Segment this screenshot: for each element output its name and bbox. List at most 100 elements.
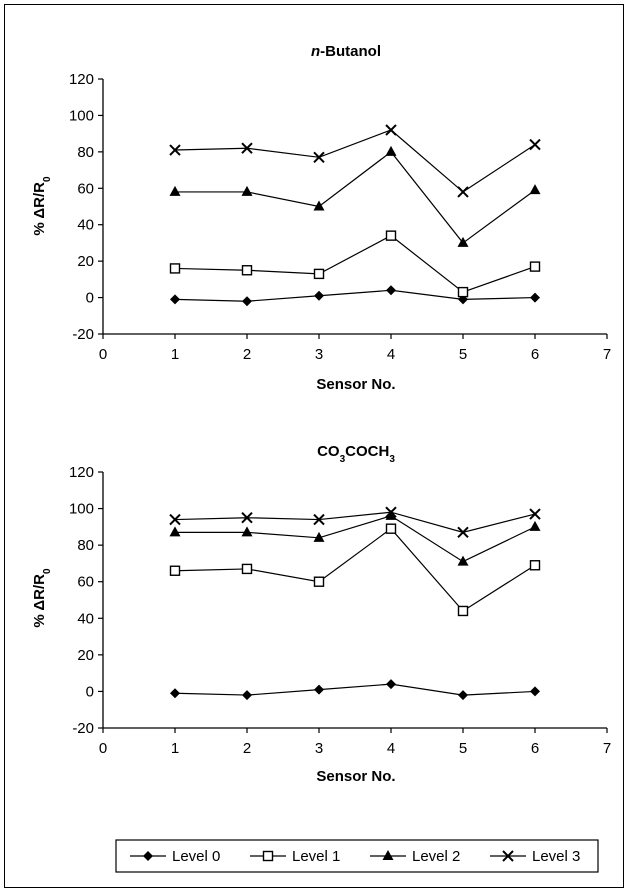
series-level-2 (169, 145, 541, 247)
chart-co3coch3: CO3COCH3 % ΔR/R0 Sensor No. -20020406080… (31, 443, 611, 785)
series-level-1 (169, 230, 541, 298)
legend-marker (262, 850, 274, 862)
x-marker-stroke (385, 506, 397, 518)
data-point (457, 605, 469, 617)
diamond-marker (143, 851, 153, 861)
data-point (242, 296, 252, 307)
data-point (241, 185, 253, 196)
x-marker-stroke (385, 124, 397, 136)
y-tick-label: -20 (72, 720, 94, 737)
square-marker (385, 523, 397, 534)
triangle-marker (313, 200, 325, 211)
legend-marker (382, 850, 394, 860)
triangle-marker (385, 145, 397, 156)
legend-marker (143, 851, 153, 861)
data-point (529, 261, 541, 272)
series-line (174, 683, 536, 696)
y-tick-label: 60 (77, 180, 94, 197)
y-axis-title-main: % ΔR/R (31, 574, 48, 628)
series-line (174, 234, 536, 293)
figure-frame (4, 4, 624, 888)
x-marker-stroke (457, 526, 469, 539)
square-marker (457, 286, 469, 298)
data-point (313, 531, 325, 542)
data-point (529, 184, 541, 195)
diamond-marker (530, 292, 540, 303)
x-marker-stroke (169, 144, 181, 156)
y-axis-title-sub: 0 (42, 176, 53, 182)
legend-label: Level 1 (292, 848, 340, 865)
data-point (313, 513, 325, 526)
series-level-0 (170, 679, 540, 701)
x-marker-stroke (529, 508, 541, 520)
triangle-marker (169, 185, 181, 196)
legend-label: Level 2 (412, 848, 460, 865)
y-axis-title-main: % ΔR/R (31, 182, 48, 236)
data-point (170, 688, 180, 699)
x-tick-label: 1 (171, 346, 179, 363)
data-point (241, 512, 253, 524)
data-point (313, 268, 325, 280)
data-point (457, 186, 469, 198)
series-line (174, 129, 536, 193)
data-point (242, 690, 252, 701)
y-tick-label: 40 (77, 217, 94, 234)
x-marker-stroke (241, 142, 253, 154)
data-point (457, 526, 469, 539)
data-point (385, 145, 397, 156)
x-axis-title: Sensor No. (316, 376, 395, 393)
triangle-marker (241, 526, 253, 537)
data-point (530, 686, 540, 697)
chart-title: CO3COCH3 (317, 443, 395, 465)
square-marker (529, 560, 541, 571)
y-axis-title: % ΔR/R0 (31, 568, 53, 628)
chart-title-subscript: 3 (389, 454, 395, 465)
data-point (385, 230, 397, 241)
data-point (529, 508, 541, 520)
y-tick-label: 20 (77, 253, 94, 270)
y-tick-label: 80 (77, 537, 94, 554)
diamond-marker (242, 690, 252, 701)
square-marker (262, 850, 274, 862)
data-point (169, 565, 181, 576)
y-tick-label: 100 (69, 501, 94, 518)
y-tick-label: 60 (77, 574, 94, 591)
data-point (241, 563, 253, 575)
data-point (530, 292, 540, 303)
x-tick-label: 4 (387, 346, 395, 363)
square-marker (529, 261, 541, 272)
x-tick-label: 4 (387, 740, 395, 757)
chart-title-subscript: 3 (340, 454, 346, 465)
chart-title-part: CO (317, 443, 340, 460)
x-tick-label: 0 (99, 346, 107, 363)
legend-item: Level 1 (250, 848, 340, 865)
data-point (457, 286, 469, 298)
square-marker (313, 576, 325, 587)
data-point (529, 560, 541, 571)
y-tick-label: 80 (77, 144, 94, 161)
y-tick-label: 40 (77, 610, 94, 627)
x-tick-label: 5 (459, 740, 467, 757)
legend-label: Level 0 (172, 848, 220, 865)
x-marker-stroke (169, 513, 181, 526)
x-marker-stroke (313, 151, 325, 164)
y-tick-label: -20 (72, 326, 94, 343)
legend-box (115, 839, 599, 873)
square-marker (385, 230, 397, 241)
x-tick-label: 3 (315, 740, 323, 757)
y-tick-label: 0 (86, 290, 94, 307)
x-tick-label: 6 (531, 740, 539, 757)
data-point (313, 200, 325, 211)
x-axis-title: Sensor No. (316, 768, 395, 785)
x-marker-stroke (529, 138, 541, 151)
x-tick-label: 0 (99, 740, 107, 757)
diamond-marker (314, 290, 324, 301)
triangle-marker (385, 509, 397, 520)
data-point (313, 576, 325, 587)
diamond-marker (530, 686, 540, 697)
data-point (314, 684, 324, 695)
data-point (313, 151, 325, 164)
data-point (385, 506, 397, 518)
data-point (385, 124, 397, 136)
chart-title-part: COCH (345, 443, 389, 460)
